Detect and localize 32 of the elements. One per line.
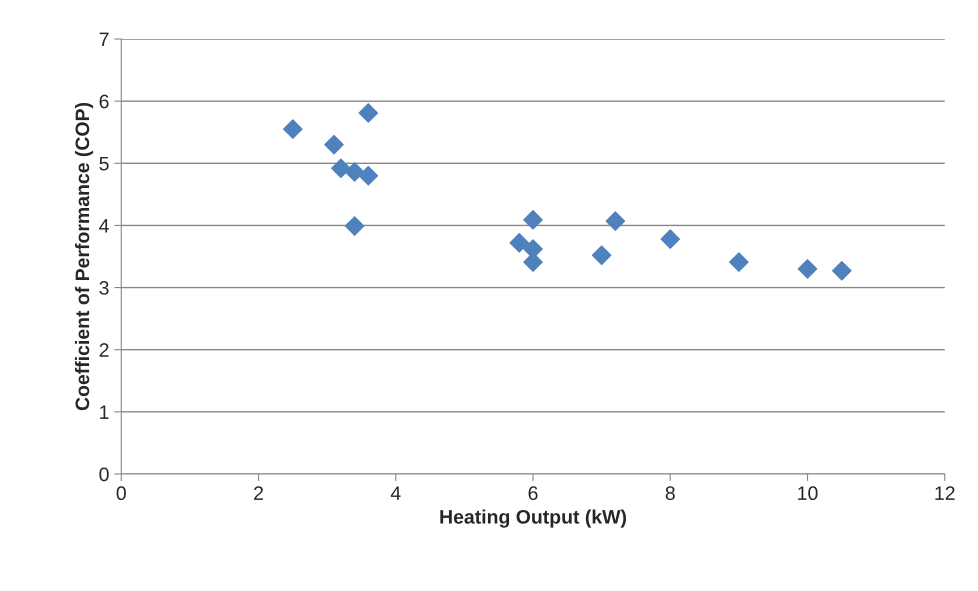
y-axis-title: Coefficient of Performance (COP): [74, 102, 94, 410]
x-tick-label: 2: [254, 486, 263, 500]
point: [282, 119, 303, 139]
y-tick-label: 2: [100, 343, 108, 357]
x-tick-label: 10: [798, 486, 818, 500]
y-tick-label: 3: [99, 281, 109, 295]
y-tick-label: 5: [99, 156, 109, 171]
point: [331, 158, 351, 178]
point: [324, 134, 344, 154]
x-tick-label: 0: [116, 486, 126, 500]
point: [798, 259, 818, 279]
x-tick-label: 6: [528, 486, 538, 500]
y-tick-label: 1: [100, 406, 109, 419]
x-tick-label: 12: [935, 486, 955, 500]
point: [729, 252, 749, 272]
point: [358, 166, 378, 186]
y-tick-label: 0: [99, 467, 109, 482]
y-tick-label: 7: [100, 32, 108, 46]
point: [344, 162, 364, 182]
x-axis-title: Heating Output (kW): [440, 509, 626, 528]
point: [592, 245, 612, 266]
x-tick-label: 4: [390, 486, 401, 500]
point: [660, 229, 680, 249]
point: [344, 216, 364, 236]
point: [358, 103, 378, 123]
point: [523, 210, 543, 230]
y-tick-label: 6: [100, 94, 109, 108]
y-tick-label: 4: [99, 219, 109, 232]
point: [606, 211, 626, 231]
point: [509, 232, 530, 253]
x-tick-label: 8: [666, 486, 675, 500]
point: [832, 260, 852, 281]
